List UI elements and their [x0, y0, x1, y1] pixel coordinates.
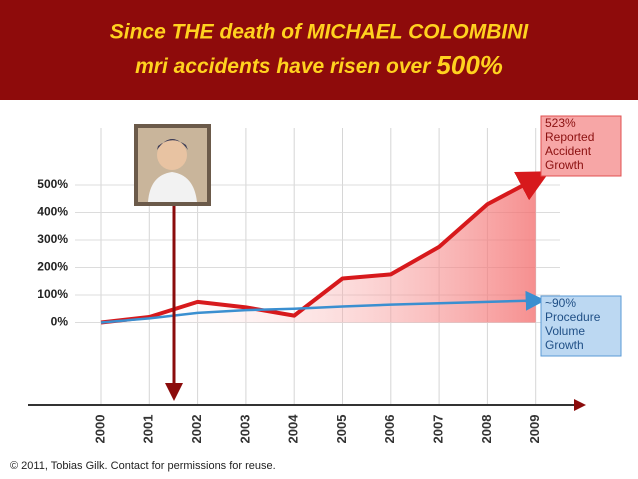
y-tick-label: 300% — [37, 232, 68, 246]
title-highlight: 500% — [436, 50, 503, 80]
annotation-box — [540, 295, 622, 357]
y-tick-label: 400% — [37, 205, 68, 219]
x-tick-label: 2008 — [479, 415, 494, 444]
y-tick-label: 100% — [37, 287, 68, 301]
y-tick-label: 200% — [37, 260, 68, 274]
annotation-text: ~90% — [545, 296, 576, 310]
x-tick-label: 2006 — [382, 415, 397, 444]
photo-shirt — [148, 172, 197, 202]
annotation-text: Volume — [545, 324, 585, 338]
plot: 2000 2001 2002 2003 2004 2005 2006 2007 2008 2009… — [28, 115, 622, 444]
x-tick-label: 2005 — [334, 415, 349, 444]
copyright: © 2011, Tobias Gilk. Contact for permiss… — [10, 460, 276, 472]
photo — [134, 124, 211, 206]
header-band — [0, 0, 638, 100]
title-line: Since THE death of MICHAEL COLOMBINI — [110, 21, 530, 44]
x-tick-label: 2002 — [189, 415, 204, 444]
annotation-text: Growth — [545, 158, 584, 172]
annotation-text: Accident — [545, 144, 592, 158]
annotation-text: Reported — [545, 130, 594, 144]
y-tick-label: 0% — [51, 315, 69, 329]
annotation-text: 523% — [545, 116, 576, 130]
title-text: mri accidents have risen over — [135, 55, 432, 78]
y-tick-label: 500% — [37, 177, 68, 191]
photo-hair — [157, 139, 188, 150]
x-tick-label: 2003 — [237, 415, 252, 444]
x-tick-label: 2004 — [286, 414, 301, 444]
x-tick-label: 2009 — [527, 415, 542, 444]
x-tick-label: 2007 — [431, 415, 446, 444]
annotation-text: Procedure — [545, 310, 601, 324]
x-tick-label: 2001 — [141, 415, 156, 444]
annotation-box — [540, 115, 622, 177]
growth-area — [101, 178, 536, 323]
title-line: mri accidents have risen over 500% — [135, 50, 503, 80]
photo-face — [157, 140, 187, 170]
x-tick-label: 2000 — [92, 415, 107, 444]
annotation-text: Growth — [545, 338, 584, 352]
